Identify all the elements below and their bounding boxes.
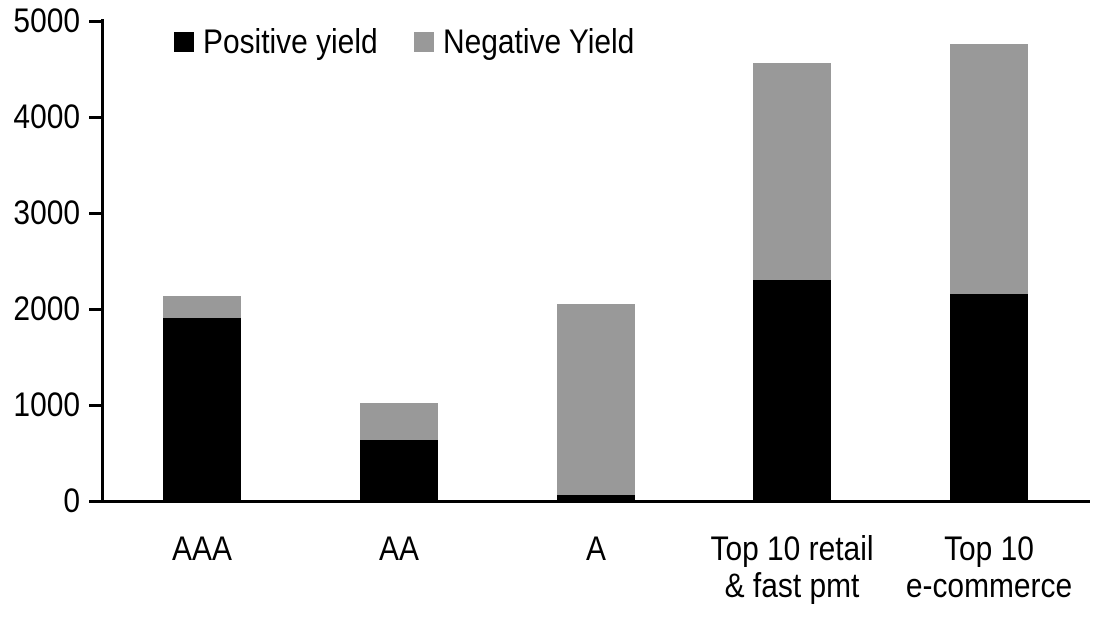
legend-swatch-negative-yield (414, 32, 434, 52)
legend-label: Positive yield (203, 23, 378, 61)
bar-group (163, 296, 242, 500)
y-tick-label: 0 (63, 482, 80, 520)
bar-group (359, 403, 438, 500)
bar-segment-positive-yield (163, 317, 242, 500)
y-axis-line (101, 19, 104, 503)
bar-segment-negative-yield (163, 296, 242, 318)
legend-item-positive-yield: Positive yield (174, 23, 401, 61)
bar-segment-positive-yield (949, 293, 1028, 500)
y-tick-label: 2000 (13, 290, 80, 328)
bar-segment-negative-yield (359, 403, 438, 441)
y-tick-label: 1000 (13, 386, 80, 424)
x-axis-line (101, 500, 1090, 503)
bar-segment-negative-yield (753, 63, 832, 281)
y-tick-mark (89, 212, 101, 215)
y-tick-label: 3000 (13, 194, 80, 232)
legend-item-negative-yield: Negative Yield (414, 23, 660, 61)
x-category-label: Top 10 retail & fast pmt (710, 530, 874, 605)
y-tick-mark (89, 308, 101, 311)
y-tick-mark (89, 404, 101, 407)
legend-swatch-positive-yield (174, 32, 194, 52)
y-tick-mark (89, 20, 101, 23)
bar-group (753, 63, 832, 500)
bar-segment-positive-yield (359, 440, 438, 500)
legend-label: Negative Yield (443, 23, 635, 61)
y-tick-mark (89, 116, 101, 119)
x-category-label: AA (378, 530, 419, 568)
bar-group (556, 304, 635, 500)
bar-segment-negative-yield (556, 304, 635, 496)
y-tick-mark (89, 500, 101, 503)
bar-segment-negative-yield (949, 44, 1028, 294)
bar-segment-positive-yield (753, 280, 832, 500)
x-category-label: A (585, 530, 606, 568)
x-category-label: AAA (172, 530, 233, 568)
x-category-label: Top 10 e-commerce (905, 530, 1072, 605)
bar-group (949, 44, 1028, 500)
bar-segment-positive-yield (556, 495, 635, 500)
y-tick-label: 4000 (13, 98, 80, 136)
y-tick-label: 5000 (13, 2, 80, 40)
